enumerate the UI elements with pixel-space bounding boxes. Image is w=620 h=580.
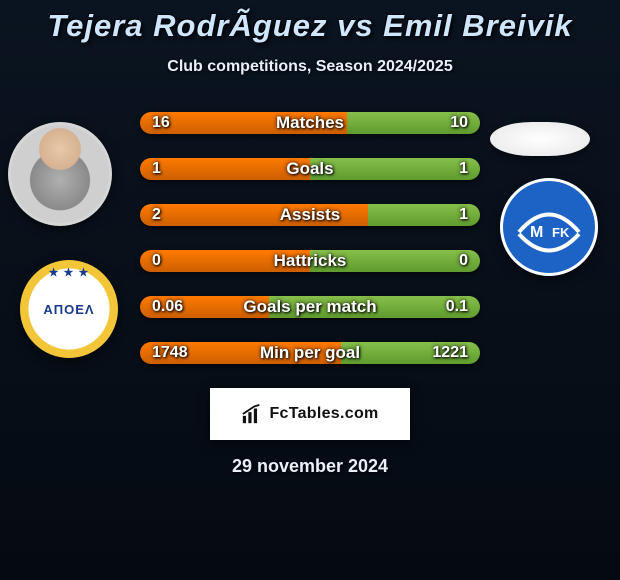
stat-value-left: 16 (152, 114, 170, 132)
subtitle: Club competitions, Season 2024/2025 (0, 58, 620, 76)
stat-value-left: 1 (152, 160, 161, 178)
stat-value-left: 0.06 (152, 298, 183, 316)
stat-row: 2 1 Assists (140, 204, 480, 226)
stat-row: 16 10 Matches (140, 112, 480, 134)
stat-bar: 0.06 0.1 Goals per match (140, 296, 480, 318)
stat-row: 1 1 Goals (140, 158, 480, 180)
stat-row: 0 0 Hattricks (140, 250, 480, 272)
stat-bar: 1748 1221 Min per goal (140, 342, 480, 364)
stat-label: Assists (280, 205, 340, 225)
stat-label: Goals (286, 159, 333, 179)
stat-value-left: 1748 (152, 344, 188, 362)
stat-value-right: 0 (459, 252, 468, 270)
stat-seg-left (140, 158, 310, 180)
stat-label: Hattricks (274, 251, 347, 271)
stat-value-right: 10 (450, 114, 468, 132)
chart-icon (241, 403, 263, 425)
stat-bar: 16 10 Matches (140, 112, 480, 134)
stat-value-right: 0.1 (446, 298, 468, 316)
stat-row: 0.06 0.1 Goals per match (140, 296, 480, 318)
page-title: Tejera RodrÃ­guez vs Emil Breivik (0, 8, 620, 44)
watermark: FcTables.com (210, 388, 410, 440)
stat-bar: 0 0 Hattricks (140, 250, 480, 272)
stat-label: Min per goal (260, 343, 360, 363)
stat-value-left: 0 (152, 252, 161, 270)
stat-bar: 1 1 Goals (140, 158, 480, 180)
stat-value-left: 2 (152, 206, 161, 224)
stat-row: 1748 1221 Min per goal (140, 342, 480, 364)
stat-value-right: 1 (459, 160, 468, 178)
stat-label: Goals per match (243, 297, 376, 317)
stat-value-right: 1221 (432, 344, 468, 362)
stat-label: Matches (276, 113, 344, 133)
stat-value-right: 1 (459, 206, 468, 224)
watermark-text: FcTables.com (269, 405, 378, 423)
stats-area: 16 10 Matches 1 1 Goals 2 1 Assists 0 0 Hattricks 0.… (0, 112, 620, 364)
stat-bar: 2 1 Assists (140, 204, 480, 226)
date-text: 29 november 2024 (0, 456, 620, 477)
stat-seg-right (310, 158, 480, 180)
